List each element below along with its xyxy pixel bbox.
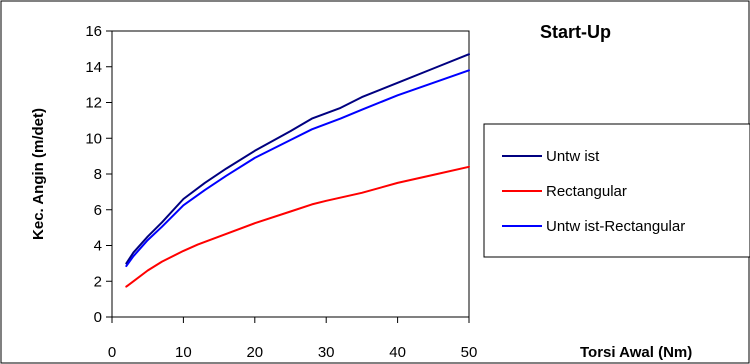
- y-tick-label: 16: [85, 23, 102, 40]
- y-axis: 0 2 4 6 8 10 12 14 16: [85, 23, 112, 326]
- y-tick-label: 12: [85, 95, 102, 112]
- x-tick-label: 10: [175, 344, 192, 361]
- y-tick-label: 14: [85, 59, 102, 76]
- legend: Untw ist Rectangular Untw ist-Rectangular: [483, 123, 750, 258]
- y-tick-label: 8: [94, 166, 102, 183]
- x-tick-label: 40: [389, 344, 406, 361]
- x-tick-label: 0: [108, 344, 116, 361]
- y-tick-label: 2: [94, 273, 102, 290]
- series-layer: [125, 53, 470, 288]
- chart-title: Start-Up: [540, 22, 611, 42]
- y-axis-title: Kec. Angin (m/det): [30, 108, 47, 240]
- y-tick-label: 6: [94, 202, 102, 219]
- series-line-2: [125, 69, 470, 268]
- legend-label-0: Untw ist: [546, 148, 600, 165]
- y-tick-label: 0: [94, 309, 102, 326]
- legend-label-2: Untw ist-Rectangular: [546, 218, 685, 235]
- x-axis: 0 10 20 30 40 50: [108, 317, 478, 361]
- series-line-1: [125, 165, 470, 288]
- y-tick-label: 4: [94, 238, 102, 255]
- x-tick-label: 50: [461, 344, 478, 361]
- legend-label-1: Rectangular: [546, 183, 627, 200]
- x-tick-label: 20: [246, 344, 263, 361]
- x-tick-label: 30: [318, 344, 335, 361]
- y-tick-label: 10: [85, 130, 102, 147]
- series-line-0: [125, 53, 470, 265]
- x-axis-title: Torsi Awal (Nm): [580, 344, 692, 361]
